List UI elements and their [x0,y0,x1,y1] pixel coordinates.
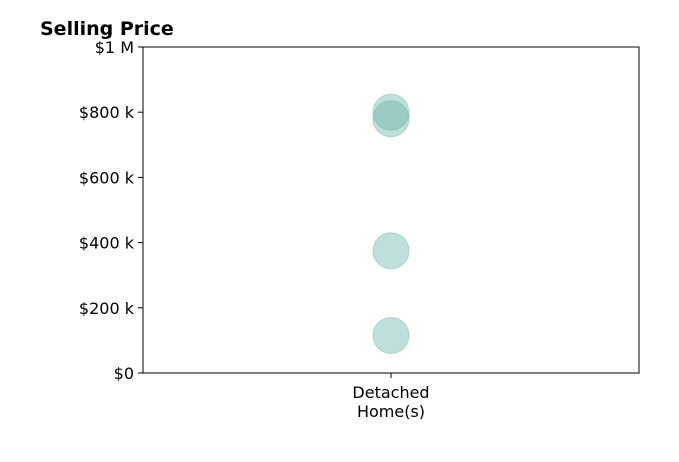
y-tick-label: $200 k [79,299,135,318]
y-tick-label: $800 k [79,103,135,122]
data-point [372,93,410,131]
data-point [372,317,410,355]
y-axis: $0 $200 k $400 k $600 k $800 k $1 M [79,38,143,383]
data-point [372,100,410,138]
x-tick-label-line: Home(s) [357,402,425,421]
x-tick-label: Detached Home(s) [352,383,429,421]
data-point [372,232,410,270]
x-tick-label-line: Detached [352,383,429,402]
x-axis: Detached Home(s) [352,373,430,421]
y-tick-label: $0 [114,364,134,383]
y-tick-label: $1 M [95,38,134,57]
chart-title: Selling Price [40,18,174,40]
data-points [372,93,410,355]
y-tick-label: $600 k [79,168,135,187]
plot-area-frame [142,46,640,374]
y-tick-label: $400 k [79,234,135,253]
